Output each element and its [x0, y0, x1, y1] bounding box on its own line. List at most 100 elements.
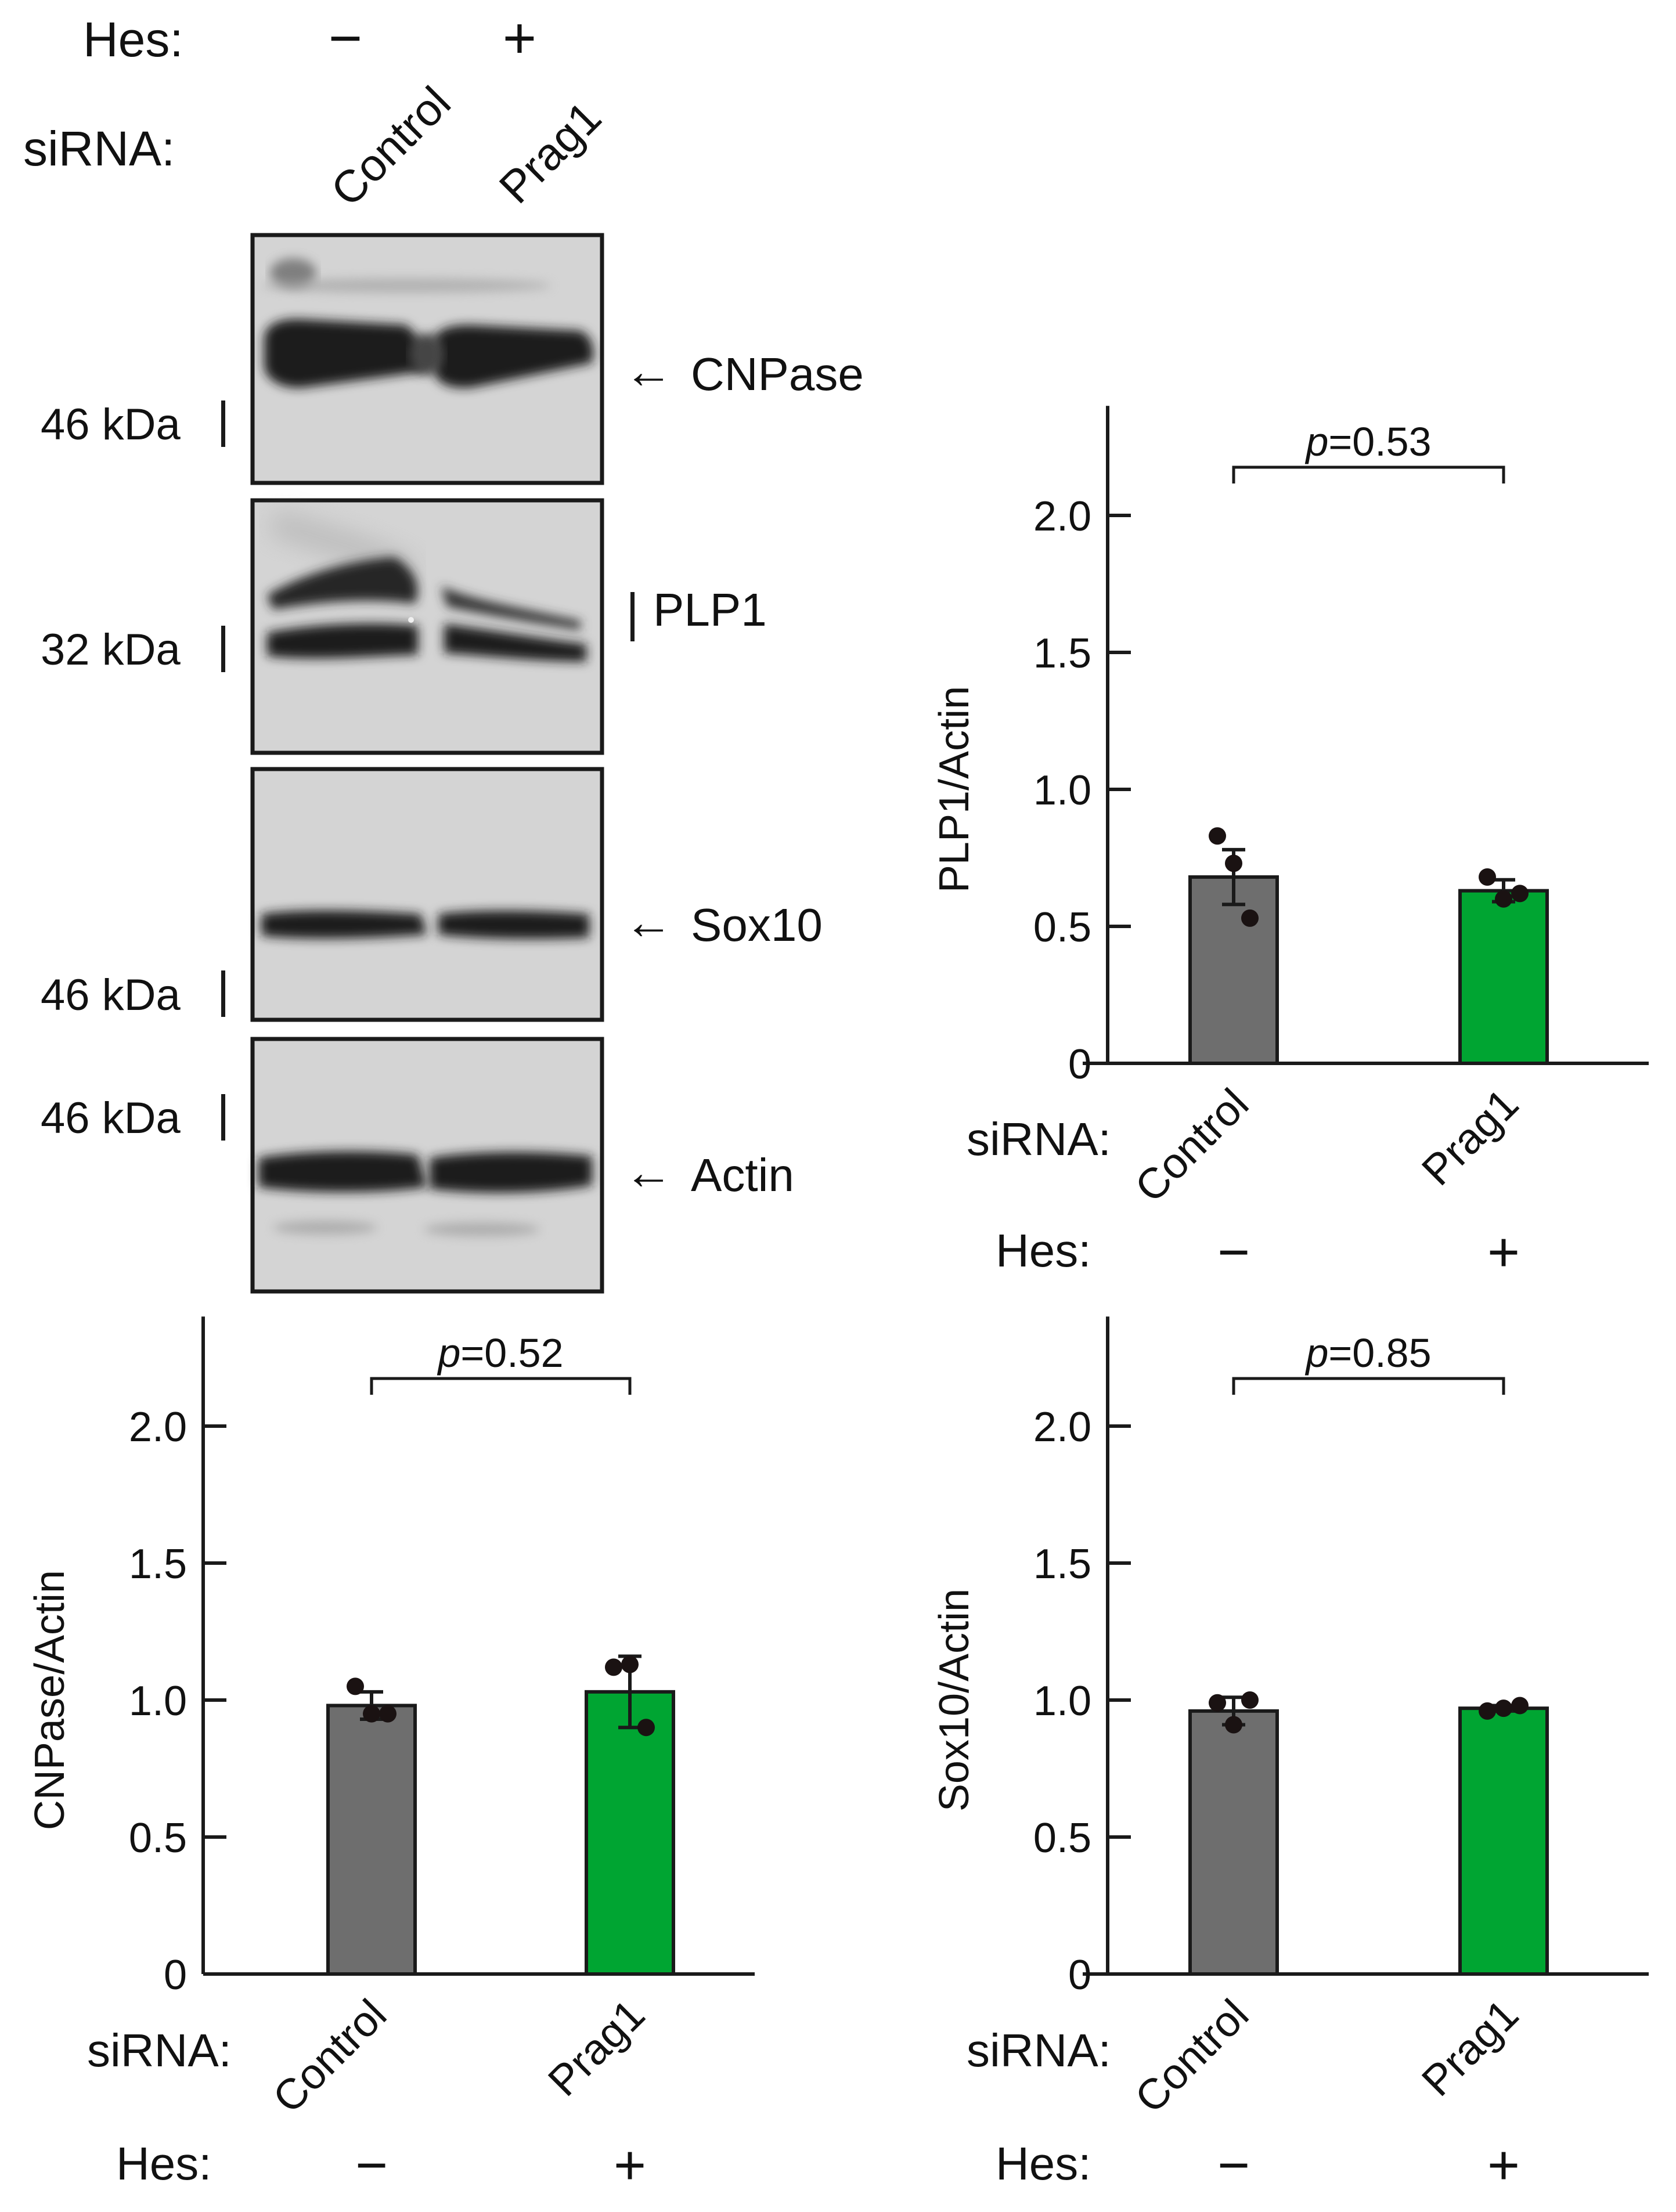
- blot-sirna-lane-1: Control: [321, 77, 460, 216]
- blot-plp1-bracket: [630, 592, 635, 641]
- cnpase-sirna-label: siRNA:: [87, 2025, 232, 2076]
- sox10-pvalue-p: p: [1304, 1330, 1328, 1376]
- sox10-bar-prag1: [1458, 1706, 1549, 1976]
- plp1-hes-sign: −: [1217, 1221, 1250, 1283]
- sox10-category-label: Prag1: [1412, 1990, 1527, 2105]
- sox10-bar-control: [1188, 1709, 1279, 1976]
- cnpase-ytick-label: 1.5: [129, 1541, 187, 1587]
- chart-sox10-actin: 0 0.5 1.0 1.5 2.0 Sox10/Actin Control − Prag1 + si…: [931, 1316, 1649, 2196]
- sox10-ytick-label: 0.5: [1033, 1815, 1091, 1861]
- sox10-hes-sign: +: [1487, 2134, 1520, 2196]
- sox10-category-label: Control: [1126, 1990, 1257, 2122]
- cnpase-bar-control: [326, 1704, 417, 1976]
- plp1-ytick-label: 2.0: [1033, 493, 1091, 540]
- cnpase-pvalue-value: =0.52: [460, 1330, 563, 1376]
- plp1-ylabel: PLP1/Actin: [931, 686, 978, 893]
- plp1-data-point: [1241, 909, 1259, 927]
- cnpase-hes-sign: −: [355, 2134, 388, 2196]
- plp1-category-label: Prag1: [1412, 1080, 1527, 1195]
- blot-panel-sox10: [250, 767, 604, 1022]
- blot-cnpase-label: CNPase: [691, 348, 864, 400]
- plp1-ytick-label: 0: [1068, 1041, 1091, 1088]
- blot-hes-label: Hes:: [83, 12, 183, 67]
- cnpase-data-point: [605, 1658, 622, 1676]
- blot-sox10-label: Sox10: [691, 899, 823, 951]
- cnpase-data-point: [379, 1705, 397, 1723]
- blot-sirna-label: siRNA:: [23, 121, 175, 176]
- chart-plp1-actin: 0 0.5 1.0 1.5 2.0 PLP1/Actin Control − Prag1 + siR…: [931, 406, 1649, 1283]
- plp1-bar-prag1: [1458, 889, 1549, 1065]
- plp1-significance-bracket: [1232, 466, 1505, 483]
- blot-cnpase-marker: 46 kDa: [41, 400, 181, 449]
- sox10-ytick-label: 2.0: [1033, 1404, 1091, 1450]
- sox10-hes-label: Hes:: [996, 2138, 1091, 2189]
- cnpase-pvalue: p=0.52: [437, 1330, 563, 1376]
- cnpase-category-label: Control: [264, 1990, 395, 2122]
- western-blot: Hes: − + siRNA: Control Prag1 46 kDa ← C…: [23, 6, 864, 1294]
- cnpase-hes-sign: +: [614, 2134, 646, 2196]
- cnpase-ytick-label: 2.0: [129, 1404, 187, 1450]
- cnpase-ytick-label: 1.0: [129, 1678, 187, 1724]
- sox10-ylabel: Sox10/Actin: [931, 1589, 978, 1812]
- cnpase-data-point: [347, 1677, 364, 1695]
- blot-actin-marker-tick: [221, 1094, 225, 1141]
- blot-actin-arrow: ←: [624, 1145, 673, 1199]
- cnpase-data-point: [363, 1705, 380, 1723]
- plp1-data-point: [1479, 868, 1496, 886]
- sox10-data-point: [1241, 1691, 1259, 1709]
- blot-panel-cnpase: [250, 233, 604, 485]
- blot-plp1-marker: 32 kDa: [41, 625, 181, 674]
- sox10-data-point: [1479, 1702, 1496, 1720]
- sox10-sirna-label: siRNA:: [967, 2025, 1111, 2076]
- blot-hes-lane-1: −: [329, 6, 362, 71]
- cnpase-category-label: Prag1: [539, 1990, 654, 2105]
- cnpase-hes-label: Hes:: [116, 2138, 212, 2189]
- blot-cnpase-marker-tick: [221, 400, 225, 447]
- cnpase-significance-bracket: [370, 1377, 632, 1395]
- cnpase-bar-prag1: [585, 1690, 675, 1976]
- blot-actin-label: Actin: [691, 1149, 794, 1201]
- cnpase-ytick-label: 0: [164, 1952, 187, 1998]
- cnpase-ytick-label: 0.5: [129, 1815, 187, 1861]
- plp1-data-point: [1225, 854, 1242, 872]
- sox10-ytick-label: 0: [1068, 1952, 1091, 1998]
- sox10-data-point: [1495, 1699, 1512, 1717]
- blot-cnpase-arrow: ←: [624, 344, 673, 398]
- cnpase-pvalue-p: p: [437, 1330, 460, 1376]
- sox10-hes-sign: −: [1217, 2134, 1250, 2196]
- plp1-data-point: [1209, 827, 1226, 845]
- sox10-data-point: [1209, 1694, 1226, 1712]
- blot-sox10-marker: 46 kDa: [41, 970, 181, 1020]
- plp1-pvalue-value: =0.53: [1328, 419, 1431, 464]
- blot-panel-plp1: [250, 498, 604, 755]
- blot-hes-lane-2: +: [503, 6, 536, 71]
- plp1-category-label: Control: [1126, 1080, 1257, 1211]
- plp1-data-point: [1511, 885, 1529, 903]
- blot-sirna-lane-2: Prag1: [489, 92, 611, 213]
- blot-plp1-marker-tick: [221, 626, 225, 672]
- sox10-ytick-label: 1.5: [1033, 1541, 1091, 1587]
- cnpase-ylabel: CNPase/Actin: [27, 1570, 73, 1830]
- plp1-sirna-label: siRNA:: [967, 1113, 1111, 1165]
- blot-sox10-arrow: ←: [624, 894, 673, 949]
- plp1-ytick-label: 0.5: [1033, 904, 1091, 951]
- plp1-pvalue-p: p: [1304, 419, 1328, 464]
- cnpase-data-point: [637, 1719, 655, 1737]
- plp1-hes-label: Hes:: [996, 1225, 1091, 1276]
- sox10-ytick-label: 1.0: [1033, 1678, 1091, 1724]
- sox10-pvalue: p=0.85: [1304, 1330, 1431, 1376]
- plp1-hes-sign: +: [1487, 1221, 1520, 1283]
- blot-plp1-label: PLP1: [653, 584, 767, 636]
- plp1-ytick-label: 1.5: [1033, 630, 1091, 677]
- blot-sox10-marker-tick: [221, 970, 225, 1017]
- plp1-data-point: [1495, 890, 1512, 908]
- plp1-pvalue: p=0.53: [1304, 419, 1431, 464]
- cnpase-data-point: [621, 1655, 639, 1673]
- chart-cnpase-actin: 0 0.5 1.0 1.5 2.0 CNPase/Actin Control − Prag1 + s…: [27, 1316, 755, 2196]
- sox10-data-point: [1511, 1697, 1529, 1715]
- blot-actin-marker: 46 kDa: [41, 1094, 181, 1143]
- sox10-significance-bracket: [1232, 1377, 1505, 1395]
- sox10-pvalue-value: =0.85: [1328, 1330, 1431, 1376]
- sox10-data-point: [1225, 1716, 1242, 1734]
